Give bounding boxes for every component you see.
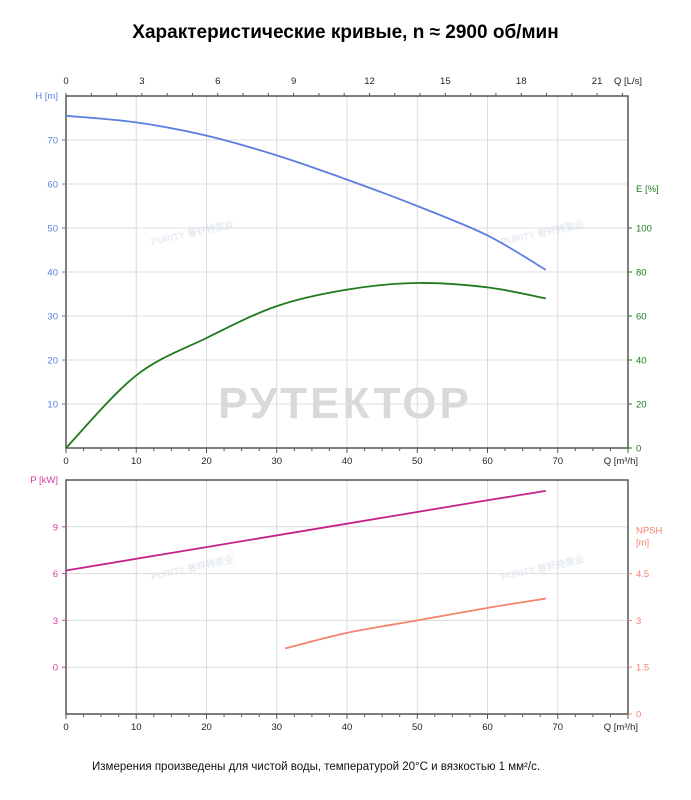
x2-tick-label: 18 [516, 76, 527, 87]
h-tick-label: 50 [47, 224, 58, 235]
x2-tick-label: 0 [63, 76, 68, 87]
x-tick-label: 70 [552, 456, 563, 467]
x-tick-label: 30 [271, 722, 282, 733]
p-axis-label: P [kW] [30, 475, 58, 486]
h-tick-label: 30 [47, 312, 58, 323]
e-tick-label: 0 [636, 444, 641, 455]
x-tick-label: 30 [271, 456, 282, 467]
x-tick-label: 60 [482, 722, 493, 733]
watermark-logo: PURITY 普轩特泵业 [150, 218, 236, 247]
e-tick-label: 20 [636, 400, 647, 411]
e-curve [65, 282, 546, 449]
h-tick-label: 70 [47, 136, 58, 147]
watermark-logo: PURITY 普轩特泵业 [500, 553, 586, 582]
h-tick-label: 60 [47, 180, 58, 191]
x-tick-label: 0 [63, 456, 68, 467]
p-tick-label: 3 [53, 616, 58, 627]
h-curve [65, 114, 547, 271]
x2-tick-label: 15 [440, 76, 451, 87]
x-tick-label: 60 [482, 456, 493, 467]
npsh-tick-label: 3 [636, 616, 641, 627]
x-tick-label: 20 [201, 722, 212, 733]
x-tick-label: 50 [412, 456, 423, 467]
p-tick-label: 0 [53, 663, 58, 674]
x2-tick-label: 21 [592, 76, 603, 87]
x-tick-label: 20 [201, 456, 212, 467]
npsh-tick-label: 0 [636, 710, 641, 721]
e-tick-label: 80 [636, 268, 647, 279]
watermark-logo: PURITY 普轩特泵业 [150, 553, 236, 582]
npsh-tick-label: 1.5 [636, 663, 649, 674]
h-tick-label: 10 [47, 400, 58, 411]
npsh-curve [284, 597, 546, 650]
x-tick-label: 70 [552, 722, 563, 733]
x2-tick-label: 9 [291, 76, 296, 87]
e-axis-label: E [%] [636, 184, 659, 195]
x-axis-label: Q [m³/h] [604, 456, 638, 467]
h-tick-label: 20 [47, 356, 58, 367]
h-axis-label: H [m] [35, 91, 58, 102]
x2-tick-label: 3 [139, 76, 144, 87]
e-tick-label: 60 [636, 312, 647, 323]
watermark-logo: PURITY 普轩特泵业 [500, 218, 586, 247]
h-tick-label: 40 [47, 268, 58, 279]
e-tick-label: 40 [636, 356, 647, 367]
p-curve [65, 490, 546, 572]
chart-title: Характеристические кривые, n ≈ 2900 об/м… [132, 22, 559, 43]
x-axis-label: Q [m³/h] [604, 722, 638, 733]
npsh-axis-unit: [m] [636, 538, 649, 549]
x-tick-label: 0 [63, 722, 68, 733]
footnote: Измерения произведены для чистой воды, т… [92, 761, 541, 773]
e-tick-label: 100 [636, 224, 652, 235]
x2-axis-label: Q [L/s] [614, 76, 642, 87]
x-tick-label: 40 [342, 456, 353, 467]
npsh-tick-label: 4.5 [636, 569, 649, 580]
p-tick-label: 6 [53, 569, 58, 580]
npsh-axis-label: NPSH [636, 526, 663, 537]
x-tick-label: 10 [131, 722, 142, 733]
x2-tick-label: 12 [364, 76, 375, 87]
x-tick-label: 40 [342, 722, 353, 733]
x-tick-label: 50 [412, 722, 423, 733]
x2-tick-label: 6 [215, 76, 220, 87]
p-tick-label: 9 [53, 522, 58, 533]
x-tick-label: 10 [131, 456, 142, 467]
